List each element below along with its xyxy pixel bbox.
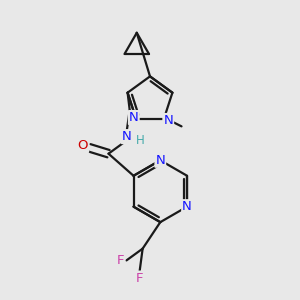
Text: N: N [164, 114, 173, 127]
Text: F: F [136, 272, 143, 285]
Text: H: H [136, 134, 144, 147]
Text: N: N [182, 200, 192, 213]
Text: N: N [155, 154, 165, 167]
Text: F: F [117, 254, 124, 267]
Text: O: O [78, 139, 88, 152]
Text: N: N [129, 111, 139, 124]
Text: N: N [122, 130, 132, 143]
